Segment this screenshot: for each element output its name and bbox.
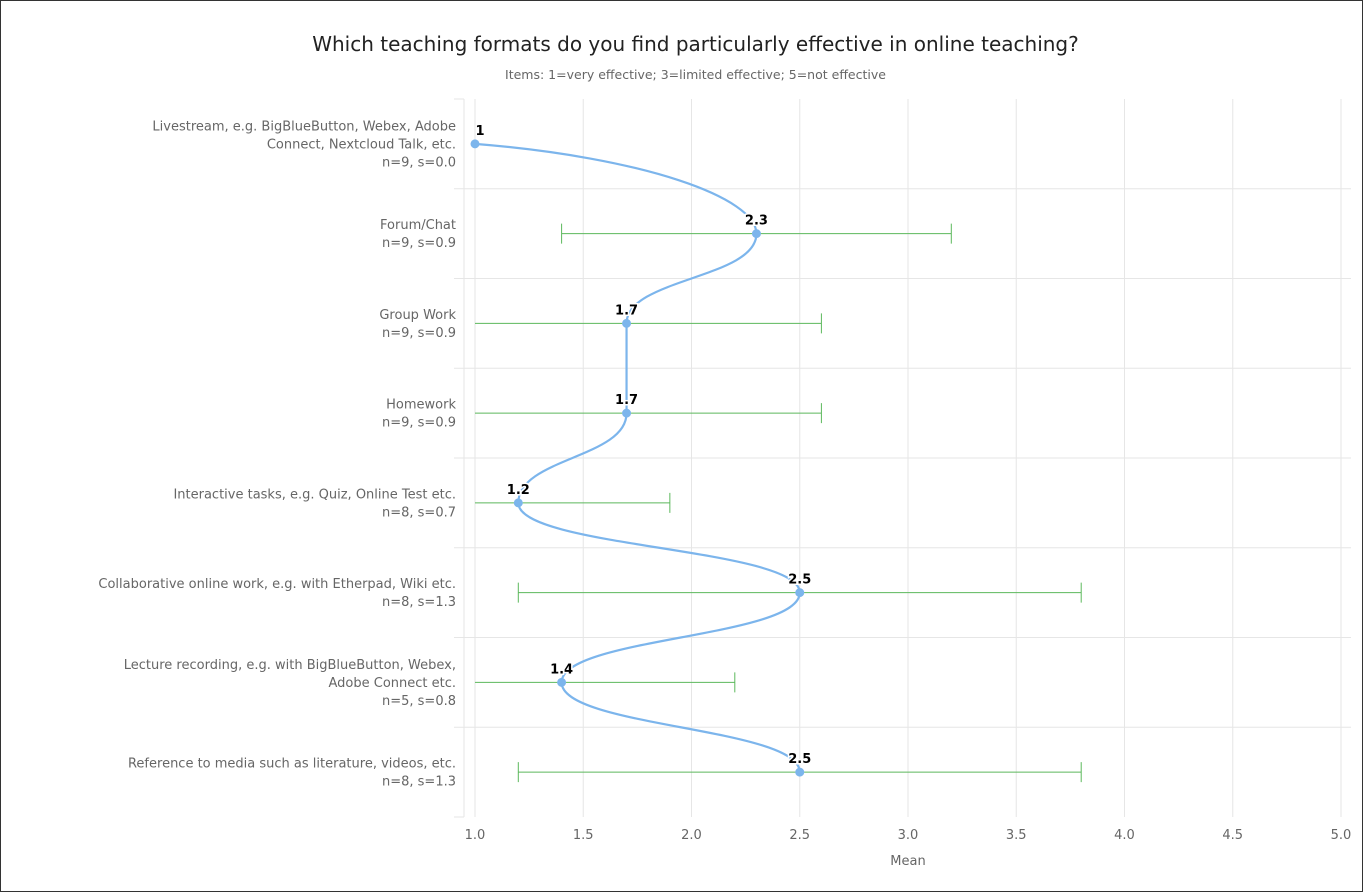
data-label: 2.3 bbox=[745, 214, 768, 229]
data-label: 1 bbox=[475, 124, 484, 139]
x-tick-label: 4.5 bbox=[1222, 828, 1243, 843]
category-label-line: Connect, Nextcloud Talk, etc. bbox=[267, 137, 456, 152]
error-bar bbox=[475, 313, 822, 334]
category-label: Interactive tasks, e.g. Quiz, Online Tes… bbox=[173, 487, 456, 520]
category-label-line: Homework bbox=[386, 398, 456, 413]
data-label: 2.5 bbox=[788, 752, 811, 767]
point-layer bbox=[470, 139, 805, 777]
category-label-line: n=8, s=1.3 bbox=[382, 775, 456, 790]
category-label-line: Interactive tasks, e.g. Quiz, Online Tes… bbox=[173, 487, 456, 502]
data-label: 1.7 bbox=[615, 393, 638, 408]
x-tick-label: 1.0 bbox=[465, 828, 486, 843]
data-point bbox=[795, 588, 805, 598]
x-tick-label: 4.0 bbox=[1114, 828, 1135, 843]
category-label: Homework n=9, s=0.9 bbox=[382, 398, 456, 431]
error-bar bbox=[475, 403, 822, 424]
chart-title: Which teaching formats do you find parti… bbox=[312, 32, 1079, 56]
error-bar bbox=[475, 672, 736, 693]
data-label: 2.5 bbox=[788, 573, 811, 588]
grid-layer bbox=[454, 98, 1351, 818]
category-label-line: Collaborative online work, e.g. with Eth… bbox=[98, 577, 456, 592]
category-label-line: Reference to media such as literature, v… bbox=[128, 757, 456, 772]
category-label-line: Livestream, e.g. BigBlueButton, Webex, A… bbox=[152, 119, 456, 134]
data-label: 1.7 bbox=[615, 303, 638, 318]
x-tick-label: 2.5 bbox=[789, 828, 810, 843]
chart-subtitle: Items: 1=very effective; 3=limited effec… bbox=[505, 67, 886, 82]
category-label: Reference to media such as literature, v… bbox=[128, 757, 456, 790]
category-label-layer: Livestream, e.g. BigBlueButton, Webex, A… bbox=[98, 119, 456, 789]
data-point bbox=[513, 498, 523, 508]
data-label: 1.4 bbox=[550, 662, 573, 677]
x-tick-label: 3.5 bbox=[1006, 828, 1027, 843]
x-tick-label: 2.0 bbox=[681, 828, 702, 843]
category-label-line: n=9, s=0.9 bbox=[382, 416, 456, 431]
error-bar-layer bbox=[475, 223, 1082, 783]
x-tick-label: 1.5 bbox=[573, 828, 594, 843]
category-label: Collaborative online work, e.g. with Eth… bbox=[98, 577, 456, 610]
data-point bbox=[751, 229, 761, 239]
data-point bbox=[795, 767, 805, 777]
category-label-line: n=9, s=0.0 bbox=[382, 155, 456, 170]
x-tick-layer: 1.0 1.5 2.0 2.5 3.0 3.5 4.0 4.5 5.0 bbox=[465, 828, 1352, 843]
category-label: Livestream, e.g. BigBlueButton, Webex, A… bbox=[152, 119, 456, 170]
data-label: 1.2 bbox=[507, 483, 530, 498]
category-label-line: Lecture recording, e.g. with BigBlueButt… bbox=[124, 658, 456, 673]
error-bar bbox=[475, 492, 671, 513]
x-tick-label: 5.0 bbox=[1331, 828, 1352, 843]
category-label-line: n=9, s=0.9 bbox=[382, 326, 456, 341]
data-label-layer: 1 2.3 1.7 1.7 1.2 2.5 1.4 2.5 bbox=[474, 122, 813, 768]
data-point bbox=[622, 408, 632, 418]
category-label: Group Work n=9, s=0.9 bbox=[379, 308, 456, 341]
category-label-line: Group Work bbox=[379, 308, 456, 323]
category-label-line: n=9, s=0.9 bbox=[382, 236, 456, 251]
category-label-line: Adobe Connect etc. bbox=[328, 676, 456, 691]
category-label-line: Forum/Chat bbox=[380, 218, 456, 233]
category-label: Lecture recording, e.g. with BigBlueButt… bbox=[124, 658, 456, 709]
category-label: Forum/Chat n=9, s=0.9 bbox=[380, 218, 456, 251]
data-point bbox=[622, 318, 632, 328]
category-label-line: n=8, s=1.3 bbox=[382, 595, 456, 610]
x-tick-label: 3.0 bbox=[898, 828, 919, 843]
data-point bbox=[557, 677, 567, 687]
x-axis-title: Mean bbox=[890, 854, 925, 869]
category-label-line: n=8, s=0.7 bbox=[382, 505, 456, 520]
category-label-line: n=5, s=0.8 bbox=[382, 694, 456, 709]
data-point bbox=[470, 139, 480, 149]
